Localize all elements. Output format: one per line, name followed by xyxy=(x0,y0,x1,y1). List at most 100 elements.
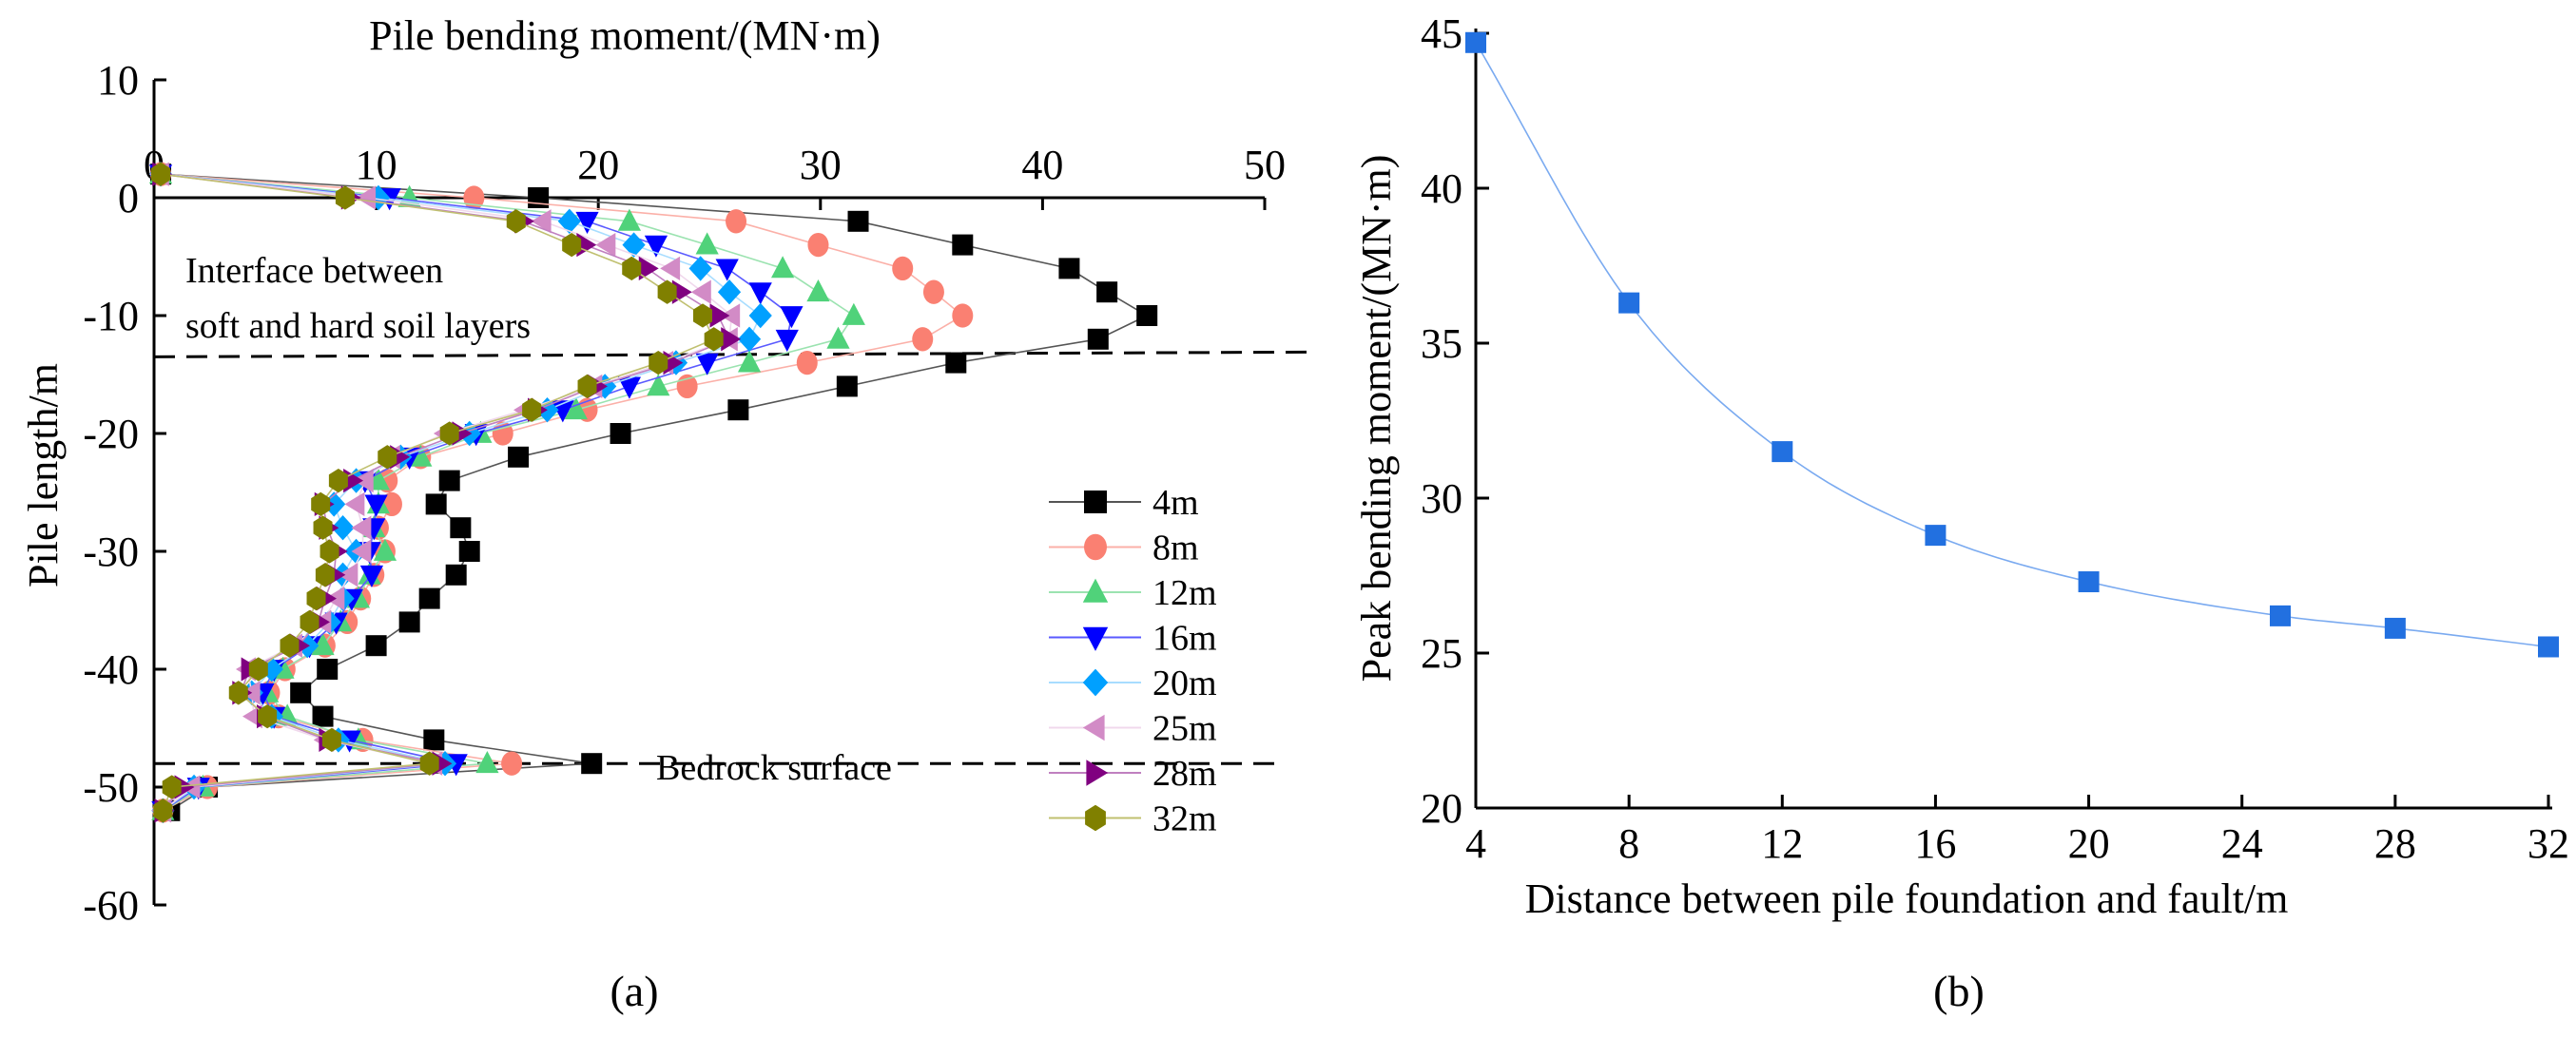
data-point-8m xyxy=(807,232,829,258)
x-axis-title: Distance between pile foundation and fau… xyxy=(1525,875,2289,922)
data-point-32m xyxy=(378,445,397,470)
y-tick-label: 20 xyxy=(1421,785,1462,832)
panel-label-a: (a) xyxy=(610,967,658,1015)
data-point-25m xyxy=(595,232,616,258)
data-point-32m xyxy=(258,703,278,729)
x-tick-label: 16 xyxy=(1914,820,1956,867)
data-point-8m xyxy=(726,209,747,234)
data-point-32m xyxy=(300,609,320,635)
data-point-4m xyxy=(365,635,387,657)
data-point-32m xyxy=(328,468,348,493)
data-point-32m xyxy=(248,657,268,682)
data-point-25m xyxy=(344,491,365,517)
data-point-8m xyxy=(796,350,818,375)
data-point-25m xyxy=(690,279,711,304)
data-point-4m xyxy=(581,753,603,775)
data-point-32m xyxy=(419,751,439,776)
panel-label-b: (b) xyxy=(1933,967,1985,1015)
data-point-12m xyxy=(475,751,499,774)
y-tick-label: 25 xyxy=(1421,630,1462,677)
data-point-12m xyxy=(842,302,865,325)
data-point-16m xyxy=(644,235,668,258)
data-point-25m xyxy=(338,563,358,587)
data-point-32m xyxy=(562,232,582,258)
legend-label: 32m xyxy=(1152,799,1217,839)
legend-marker-25m xyxy=(1082,714,1105,741)
y-axis-title: Pile length/m xyxy=(20,363,67,587)
data-point-4m xyxy=(290,682,312,703)
data-point-4m xyxy=(312,705,334,727)
data-point-4m xyxy=(952,234,974,256)
legend-marker-4m xyxy=(1084,491,1107,513)
data-point-32m xyxy=(311,491,331,517)
y-tick-label: 35 xyxy=(1421,320,1462,367)
data-point-12m xyxy=(826,326,850,349)
data-point-32m xyxy=(657,279,677,304)
y-tick-label: 40 xyxy=(1421,165,1462,212)
data-point-12m xyxy=(409,444,433,467)
data-point-4m xyxy=(508,446,530,468)
legend-label: 4m xyxy=(1152,483,1199,523)
data-point-12m xyxy=(373,538,397,561)
fit-curve xyxy=(1475,42,2549,648)
data-point-16m xyxy=(364,494,388,517)
data-point-8m xyxy=(892,256,914,281)
data-point-16m xyxy=(695,353,719,375)
y-axis-title: Peak bending moment/(MN·m) xyxy=(1353,155,1400,683)
data-point-28m xyxy=(721,327,742,352)
data-point-12m xyxy=(564,397,588,420)
series-line-32m xyxy=(160,173,715,812)
y-tick-label: -40 xyxy=(83,646,139,693)
data-point xyxy=(2538,636,2559,658)
y-tick-label: -60 xyxy=(83,882,139,929)
data-point-32m xyxy=(649,350,668,375)
series-line-16m xyxy=(160,173,793,812)
x-tick-label: 8 xyxy=(1618,820,1639,867)
data-point-4m xyxy=(458,541,480,562)
data-point-20m xyxy=(622,232,646,258)
legend-label: 20m xyxy=(1152,664,1217,703)
legend-label: 8m xyxy=(1152,529,1199,568)
data-point-16m xyxy=(359,565,384,587)
x-tick-label: 20 xyxy=(577,142,619,188)
data-point-4m xyxy=(418,587,440,609)
data-point-32m xyxy=(313,515,333,540)
legend-label: 25m xyxy=(1152,709,1217,749)
data-point-28m xyxy=(663,350,684,375)
data-point-16m xyxy=(748,282,772,305)
panel-b-chart: 4 8 12 16 20 24 28 32 20 25 30 35 40 45 Distance betwe… xyxy=(1353,10,2569,1015)
data-point-28m xyxy=(709,303,730,328)
data-point-12m xyxy=(806,279,830,302)
data-point-4m xyxy=(1136,305,1158,326)
interface-annotation-line2: soft and hard soil layers xyxy=(185,306,531,346)
legend-marker-20m xyxy=(1082,668,1109,697)
data-point-8m xyxy=(501,751,523,776)
series-4m xyxy=(150,164,1158,821)
data-point-20m xyxy=(688,256,712,281)
y-tick-label: 0 xyxy=(118,175,139,221)
data-point-12m xyxy=(647,374,670,396)
data-point-32m xyxy=(228,681,248,705)
data-point-20m xyxy=(557,208,581,234)
data-point-12m xyxy=(311,633,335,656)
data-point-32m xyxy=(704,327,724,352)
data-point-4m xyxy=(945,352,967,374)
x-tick-label: 32 xyxy=(2528,820,2569,867)
data-point-32m xyxy=(280,633,300,658)
data-point xyxy=(2270,605,2291,626)
data-point-12m xyxy=(695,232,719,255)
data-point-32m xyxy=(162,775,182,799)
data-point-8m xyxy=(952,303,974,328)
data-point-4m xyxy=(528,187,550,208)
data-point-25m xyxy=(720,303,741,328)
data-point-12m xyxy=(617,208,642,231)
data-point-20m xyxy=(717,279,742,305)
series-line-20m xyxy=(160,173,762,812)
data-point-4m xyxy=(1087,328,1109,350)
data-point-25m xyxy=(353,468,374,493)
data-point-32m xyxy=(506,209,526,234)
bedrock-annotation: Bedrock surface xyxy=(656,748,892,788)
data-point-8m xyxy=(912,327,934,352)
data-point-8m xyxy=(676,374,698,399)
data-point-16m xyxy=(617,376,642,399)
